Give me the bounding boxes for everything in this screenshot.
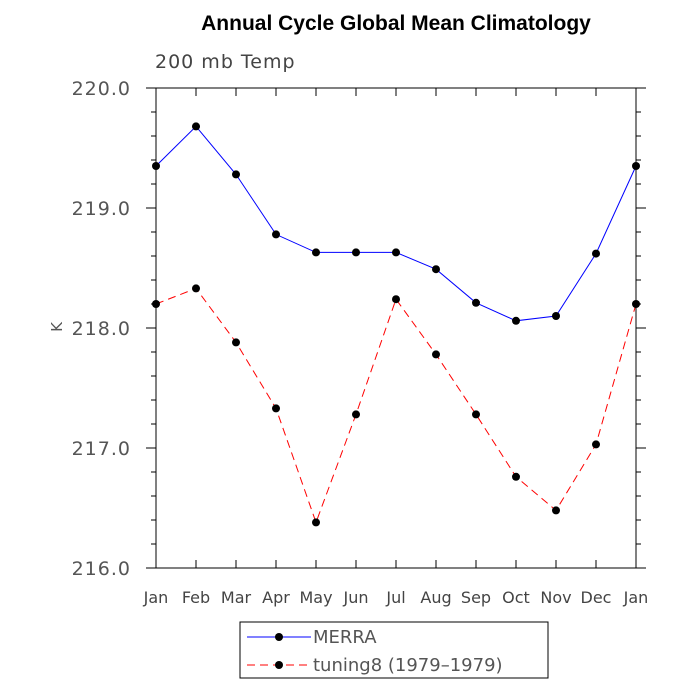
data-point	[192, 284, 200, 293]
legend-marker-tuning8	[275, 661, 283, 669]
data-point	[632, 162, 640, 170]
data-point	[312, 518, 320, 527]
series-line-1	[155, 287, 637, 524]
data-point	[312, 248, 320, 257]
x-tick-label: Nov	[540, 588, 571, 607]
y-tick-label: 217.0	[72, 438, 131, 460]
data-point	[152, 162, 160, 170]
data-point	[272, 230, 280, 239]
x-tick-label: Sep	[461, 588, 491, 607]
y-tick-label: 220.0	[72, 78, 131, 100]
data-point	[472, 298, 480, 307]
data-point	[352, 248, 360, 257]
y-tick-labels: 216.0 217.0 218.0 219.0 220.0	[72, 78, 131, 580]
data-point	[432, 265, 440, 274]
data-point	[472, 410, 480, 419]
data-point	[432, 350, 440, 359]
data-point	[632, 300, 640, 308]
y-tick-label: 218.0	[72, 318, 131, 340]
x-tick-label: Jan	[623, 588, 649, 607]
legend: MERRA tuning8 (1979–1979)	[239, 621, 549, 679]
axis-ticks	[146, 87, 646, 569]
legend-label-tuning8: tuning8 (1979–1979)	[313, 655, 503, 676]
x-tick-label: Dec	[581, 588, 612, 607]
data-point	[512, 316, 520, 325]
data-point	[392, 248, 400, 257]
x-tick-label: Jun	[343, 588, 369, 607]
chart-subtitle: 200 mb Temp	[155, 51, 296, 73]
x-tick-label: Jan	[143, 588, 169, 607]
data-point	[592, 440, 600, 449]
data-point	[512, 472, 520, 481]
y-tick-label: 219.0	[72, 198, 131, 220]
data-point	[352, 410, 360, 419]
x-tick-label: Oct	[502, 588, 530, 607]
x-tick-label: Mar	[221, 588, 252, 607]
legend-label-merra: MERRA	[313, 627, 377, 648]
data-point	[272, 404, 280, 413]
x-tick-label: Feb	[182, 588, 210, 607]
x-tick-label: Apr	[262, 588, 290, 607]
data-point	[552, 506, 560, 515]
x-tick-label: May	[299, 588, 332, 607]
x-tick-labels: Jan Feb Mar Apr May Jun Jul Aug Sep Oct Nov Dec Jan	[143, 588, 649, 607]
y-axis-label: K	[48, 321, 66, 332]
plot-frame	[155, 87, 637, 569]
series-layer	[152, 122, 640, 527]
legend-marker-merra	[275, 633, 283, 641]
data-point	[592, 249, 600, 258]
chart-title: Annual Cycle Global Mean Climatology	[201, 12, 591, 35]
x-tick-label: Aug	[420, 588, 451, 607]
legend-box	[239, 621, 549, 679]
data-point	[232, 338, 240, 347]
data-point	[232, 170, 240, 179]
data-point	[152, 300, 160, 308]
y-tick-label: 216.0	[72, 558, 131, 580]
x-tick-label: Jul	[385, 588, 405, 607]
data-point	[192, 122, 200, 131]
data-point	[552, 312, 560, 320]
data-point	[392, 295, 400, 304]
series-line-0	[155, 125, 637, 322]
